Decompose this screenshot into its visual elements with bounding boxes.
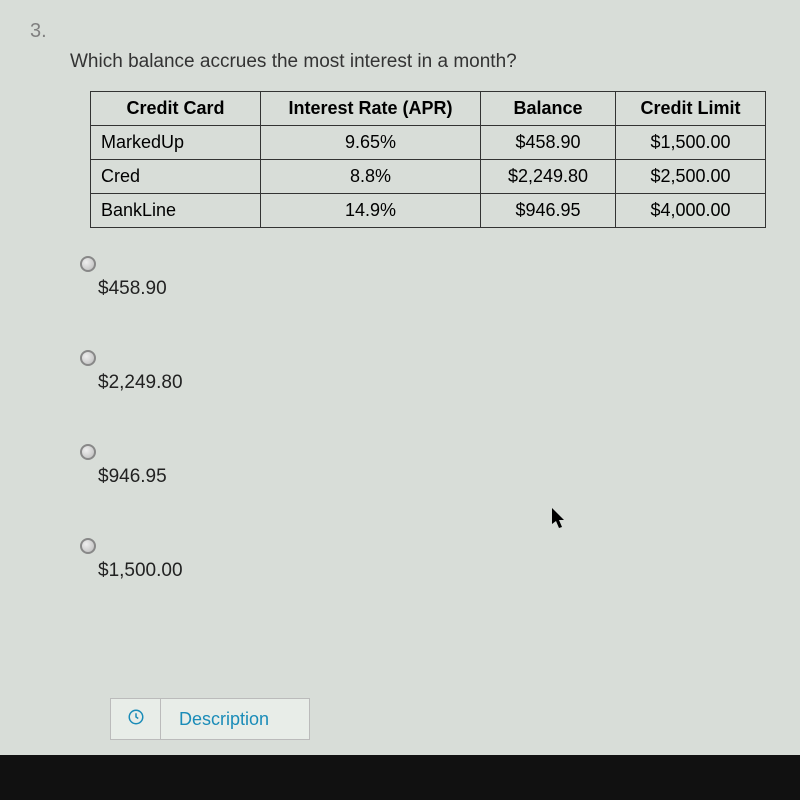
answer-options: $458.90 $2,249.80 $946.95 $1,500.00 [80, 256, 770, 582]
radio-icon[interactable] [80, 538, 96, 554]
question-number: 3. [30, 20, 770, 43]
header-credit-limit: Credit Limit [616, 92, 766, 126]
question-text: Which balance accrues the most interest … [70, 51, 770, 73]
answer-option-4[interactable]: $1,500.00 [80, 538, 770, 582]
bottom-bar [0, 755, 800, 800]
cell-limit: $1,500.00 [616, 126, 766, 160]
clock-icon [127, 708, 145, 731]
cell-balance: $946.95 [481, 194, 616, 228]
answer-label: $946.95 [98, 466, 167, 488]
description-label: Description [161, 709, 269, 730]
header-credit-card: Credit Card [91, 92, 261, 126]
cell-rate: 14.9% [261, 194, 481, 228]
cell-card: Cred [91, 160, 261, 194]
cell-rate: 9.65% [261, 126, 481, 160]
answer-label: $458.90 [98, 278, 167, 300]
answer-label: $1,500.00 [98, 560, 183, 582]
header-balance: Balance [481, 92, 616, 126]
cell-card: BankLine [91, 194, 261, 228]
cell-limit: $2,500.00 [616, 160, 766, 194]
table-row: MarkedUp 9.65% $458.90 $1,500.00 [91, 126, 766, 160]
cell-limit: $4,000.00 [616, 194, 766, 228]
cell-rate: 8.8% [261, 160, 481, 194]
header-interest-rate: Interest Rate (APR) [261, 92, 481, 126]
cell-card: MarkedUp [91, 126, 261, 160]
radio-icon[interactable] [80, 350, 96, 366]
credit-card-table: Credit Card Interest Rate (APR) Balance … [90, 91, 766, 228]
cell-balance: $2,249.80 [481, 160, 616, 194]
radio-icon[interactable] [80, 444, 96, 460]
description-button[interactable]: Description [110, 698, 310, 740]
cell-balance: $458.90 [481, 126, 616, 160]
answer-option-1[interactable]: $458.90 [80, 256, 770, 300]
table-row: Cred 8.8% $2,249.80 $2,500.00 [91, 160, 766, 194]
main-content: 3. Which balance accrues the most intere… [0, 0, 800, 582]
answer-option-2[interactable]: $2,249.80 [80, 350, 770, 394]
answer-label: $2,249.80 [98, 372, 183, 394]
clock-cell [111, 698, 161, 740]
radio-icon[interactable] [80, 256, 96, 272]
table-row: BankLine 14.9% $946.95 $4,000.00 [91, 194, 766, 228]
table-header-row: Credit Card Interest Rate (APR) Balance … [91, 92, 766, 126]
answer-option-3[interactable]: $946.95 [80, 444, 770, 488]
